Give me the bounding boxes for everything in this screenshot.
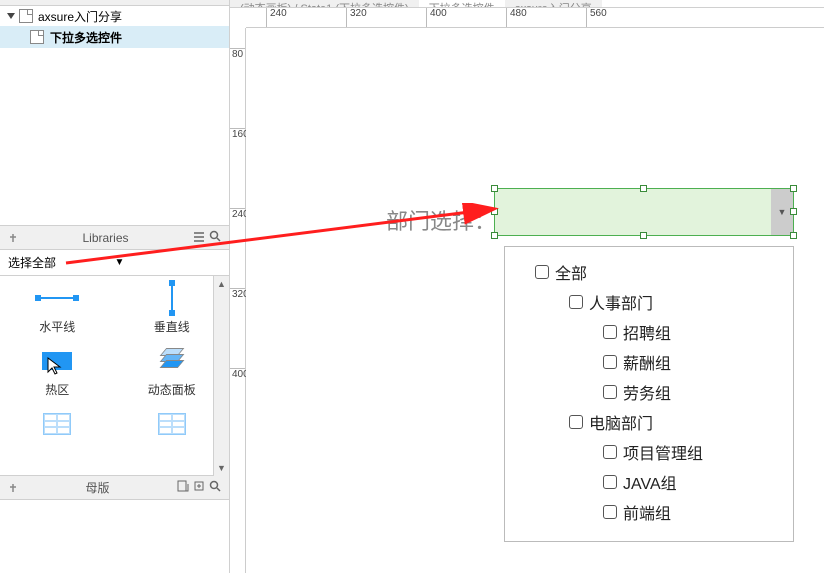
resize-handle[interactable] <box>640 232 647 239</box>
outline-root-label: axsure入门分享 <box>38 8 122 25</box>
search-icon[interactable] <box>207 230 223 245</box>
pin-icon[interactable] <box>6 481 20 495</box>
document-tabs: (动态画板) / State1 (下拉多选控件) 下拉多选控件 axsure入门… <box>230 0 824 8</box>
tree-row[interactable]: 薪酬组 <box>511 347 787 377</box>
tree-row[interactable]: 电脑部门 <box>511 407 787 437</box>
library-widget-table1[interactable] <box>0 408 115 444</box>
checkbox-icon[interactable] <box>603 505 617 519</box>
library-select-label: 选择全部 <box>8 254 115 271</box>
libraries-scrollbar[interactable]: ▲ ▼ <box>213 276 229 476</box>
tree-row-label: 薪酬组 <box>623 350 671 374</box>
tab-inactive-1[interactable]: (动态画板) / State1 (下拉多选控件) <box>230 0 419 7</box>
tree-row[interactable]: 前端组 <box>511 497 787 527</box>
resize-handle[interactable] <box>790 185 797 192</box>
library-widget-vline[interactable]: 垂直线 <box>115 282 230 335</box>
checkbox-icon[interactable] <box>569 295 583 309</box>
left-sidebar: axsure入门分享 下拉多选控件 Libraries 选择全部 ▼ 水平线 垂直… <box>0 0 230 573</box>
checkbox-icon[interactable] <box>603 355 617 369</box>
selected-dropdown-widget[interactable]: ▼ <box>494 188 794 236</box>
chevron-down-icon: ▼ <box>115 257 222 268</box>
resize-handle[interactable] <box>491 185 498 192</box>
library-widget-table2[interactable] <box>115 408 230 444</box>
checkbox-icon[interactable] <box>603 325 617 339</box>
search-icon[interactable] <box>207 480 223 495</box>
library-widget-hline[interactable]: 水平线 <box>0 282 115 335</box>
menu-icon[interactable] <box>191 231 207 245</box>
masters-title: 母版 <box>20 479 175 496</box>
tree-row-label: 项目管理组 <box>623 440 703 464</box>
tree-row[interactable]: 全部 <box>511 257 787 287</box>
widget-label: 垂直线 <box>154 318 190 335</box>
scroll-up-icon[interactable]: ▲ <box>214 276 229 292</box>
resize-handle[interactable] <box>640 185 647 192</box>
widget-label: 水平线 <box>39 318 75 335</box>
libraries-panel: Libraries 选择全部 ▼ 水平线 垂直线热区 动态面板 ▲ ▼ <box>0 226 229 476</box>
tree-row-label: 前端组 <box>623 500 671 524</box>
tree-row-label: 劳务组 <box>623 380 671 404</box>
checkbox-icon[interactable] <box>569 415 583 429</box>
design-canvas[interactable]: 部门选择： ▼ 全部人事部门招聘组薪酬组劳务组电脑部门项目管理组 JAVA组前端组 <box>246 28 824 573</box>
caret-down-icon[interactable] <box>6 11 16 21</box>
tree-row[interactable]: 劳务组 <box>511 377 787 407</box>
widget-label: 动态面板 <box>148 381 196 398</box>
outline-child-row[interactable]: 下拉多选控件 <box>0 26 229 48</box>
tree-row-label: 全部 <box>555 260 587 284</box>
resize-handle[interactable] <box>790 208 797 215</box>
checkbox-icon[interactable] <box>603 385 617 399</box>
libraries-title: Libraries <box>20 231 191 245</box>
horizontal-ruler: 240320400480560 <box>246 8 824 28</box>
page-icon <box>30 30 44 44</box>
vertical-ruler: 80160240320400 <box>230 28 246 573</box>
tree-row-label: JAVA组 <box>623 470 677 494</box>
add-folder-icon[interactable] <box>191 480 207 495</box>
checkbox-tree-panel[interactable]: 全部人事部门招聘组薪酬组劳务组电脑部门项目管理组 JAVA组前端组 <box>504 246 794 542</box>
libraries-body: 水平线 垂直线热区 动态面板 ▲ ▼ <box>0 276 229 476</box>
library-widget-hotzone[interactable]: 热区 <box>0 345 115 398</box>
outline-root-row[interactable]: axsure入门分享 <box>0 6 229 26</box>
checkbox-icon[interactable] <box>603 445 617 459</box>
pin-icon[interactable] <box>6 231 20 245</box>
resize-handle[interactable] <box>790 232 797 239</box>
page-icon <box>19 9 33 23</box>
canvas-area: (动态画板) / State1 (下拉多选控件) 下拉多选控件 axsure入门… <box>230 0 824 573</box>
tree-row[interactable]: 项目管理组 <box>511 437 787 467</box>
checkbox-icon[interactable] <box>535 265 549 279</box>
tab-active[interactable]: 下拉多选控件 <box>419 0 505 7</box>
tree-row-label: 电脑部门 <box>589 410 653 434</box>
resize-handle[interactable] <box>491 208 498 215</box>
resize-handle[interactable] <box>491 232 498 239</box>
outline-panel: axsure入门分享 下拉多选控件 <box>0 6 229 226</box>
tree-row-label: 人事部门 <box>589 290 653 314</box>
widget-label: 热区 <box>45 381 69 398</box>
masters-header: 母版 <box>0 476 229 500</box>
tab-inactive-2[interactable]: axsure入门分享 <box>505 0 602 7</box>
outline-child-label: 下拉多选控件 <box>50 29 122 46</box>
add-page-icon[interactable] <box>175 480 191 495</box>
department-label: 部门选择： <box>386 204 496 236</box>
tree-row[interactable]: 人事部门 <box>511 287 787 317</box>
checkbox-icon[interactable] <box>603 475 617 489</box>
scroll-down-icon[interactable]: ▼ <box>214 460 229 476</box>
tree-row-label: 招聘组 <box>623 320 671 344</box>
libraries-header: Libraries <box>0 226 229 250</box>
library-select[interactable]: 选择全部 ▼ <box>0 250 229 276</box>
tree-row[interactable]: 招聘组 <box>511 317 787 347</box>
tree-row[interactable]: JAVA组 <box>511 467 787 497</box>
masters-panel: 母版 <box>0 476 229 500</box>
library-widget-dynpanel[interactable]: 动态面板 <box>115 345 230 398</box>
